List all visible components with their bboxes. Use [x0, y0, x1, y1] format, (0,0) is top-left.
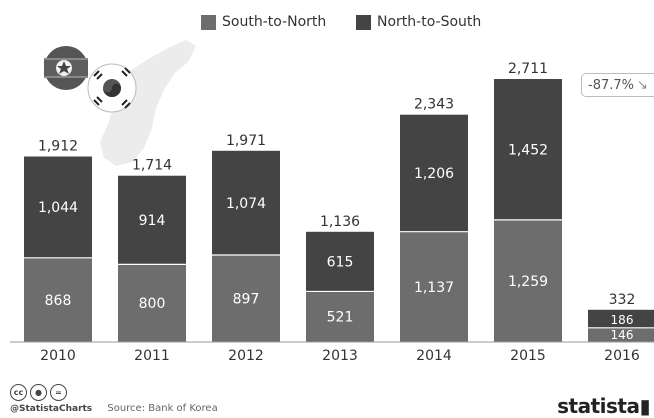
bar-north-to-south: [306, 231, 374, 292]
bars-layer: [24, 79, 654, 342]
footer: cc ● = @StatistaCharts Source: Bank of K…: [10, 384, 218, 414]
footer-handle: @StatistaCharts: [10, 404, 93, 414]
value-label-south-to-north: 1,259: [508, 274, 548, 290]
legend-item-south-to-north: South-to-North: [201, 14, 326, 30]
total-label: 1,136: [320, 214, 360, 230]
south-korea-flag-icon: [87, 63, 137, 113]
value-label-north-to-south: 1,206: [414, 166, 454, 182]
total-label: 1,912: [38, 139, 78, 155]
legend-item-north-to-south: North-to-South: [356, 14, 481, 30]
x-tick-label: 2012: [228, 348, 264, 364]
north-korea-flag-icon: [44, 46, 88, 90]
value-label-south-to-north: 800: [139, 296, 166, 312]
x-tick-label: 2013: [322, 348, 358, 364]
value-label-north-to-south: 1,044: [38, 200, 78, 216]
footer-source: Source: Bank of Korea: [107, 403, 218, 414]
bar-north-to-south: [118, 175, 186, 265]
value-label-north-to-south: 1,452: [508, 142, 548, 158]
bar-south-to-north: [212, 254, 280, 342]
by-icon: ●: [30, 384, 47, 401]
value-label-south-to-north: 521: [327, 310, 354, 326]
value-label-north-to-south: 615: [327, 255, 354, 271]
arrow-down-right-icon: ↘: [637, 78, 648, 93]
legend: South-to-North North-to-South: [0, 14, 654, 36]
bar-south-to-north: [24, 257, 92, 342]
bar-south-to-north: [118, 264, 186, 342]
statista-logo: statista▮: [557, 394, 650, 418]
total-label: 332: [609, 292, 636, 308]
korean-peninsula-map-icon: [100, 40, 196, 166]
change-annotation: -87.7% ↘: [581, 73, 654, 97]
legend-swatch-south-to-north: [201, 14, 216, 30]
value-label-south-to-north: 897: [233, 291, 260, 307]
x-tick-label: 2016: [604, 348, 640, 364]
legend-swatch-north-to-south: [356, 14, 371, 30]
bar-north-to-south: [24, 156, 92, 258]
bar-north-to-south: [400, 114, 468, 232]
nd-icon: =: [50, 384, 67, 401]
x-tick-label: 2014: [416, 348, 452, 364]
total-label: 2,343: [414, 97, 454, 113]
x-tick-label: 2010: [40, 348, 76, 364]
value-label-north-to-south: 186: [611, 313, 634, 327]
value-label-north-to-south: 1,074: [226, 196, 266, 212]
bar-south-to-north: [400, 231, 468, 342]
cc-icon: cc: [10, 384, 27, 401]
statista-logo-text: statista: [557, 394, 640, 418]
total-label: 1,714: [132, 158, 172, 174]
value-label-south-to-north: 146: [611, 328, 634, 342]
value-label-south-to-north: 868: [45, 293, 72, 309]
bar-south-to-north: [306, 291, 374, 342]
labels-layer: 868 1,044 1,912 2010 800 914 1,714 2011 897 1,074…: [38, 61, 640, 364]
bar-north-to-south: [494, 79, 562, 220]
legend-label-south-to-north: South-to-North: [222, 14, 327, 30]
legend-label-north-to-south: North-to-South: [377, 14, 482, 30]
total-label: 2,711: [508, 61, 548, 77]
bar-south-to-north: [494, 219, 562, 342]
value-label-north-to-south: 914: [139, 213, 166, 229]
license-icons: cc ● =: [10, 384, 218, 401]
peninsula-illustration: [44, 40, 196, 166]
bar-north-to-south: [212, 150, 280, 255]
bar-south-to-north: [588, 327, 654, 342]
total-label: 1,971: [226, 133, 266, 149]
bar-north-to-south: [588, 309, 654, 328]
x-tick-label: 2011: [134, 348, 170, 364]
value-label-south-to-north: 1,137: [414, 280, 454, 296]
statista-logo-mark: ▮: [639, 394, 650, 418]
change-annotation-text: -87.7%: [588, 78, 634, 93]
x-tick-label: 2015: [510, 348, 546, 364]
